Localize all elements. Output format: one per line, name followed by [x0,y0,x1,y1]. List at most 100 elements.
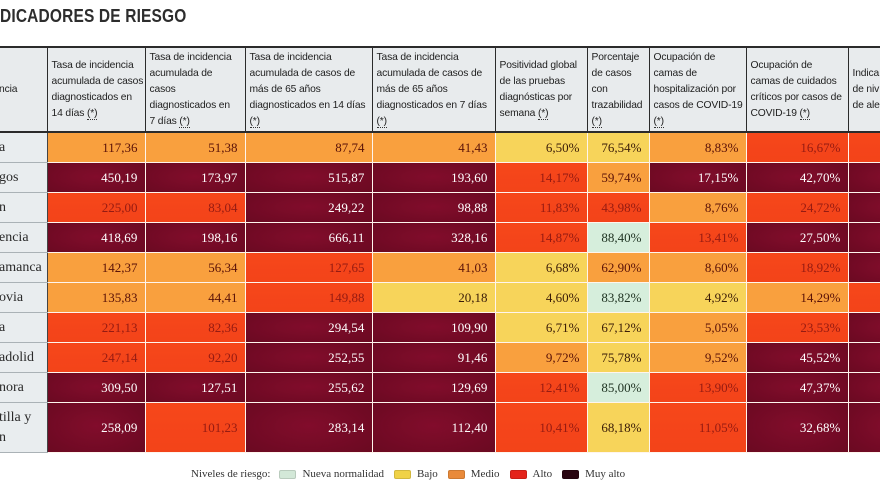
cell-trazabilidad: 83,82% [586,282,650,313]
column-header-line: camas de cuidados [751,74,845,90]
cell-incidencia-mayores-65-7-dias: 98,88 [371,192,496,223]
column-header-line: de las pruebas [500,74,584,90]
column-header-line: 7 días (*) [150,114,242,130]
column-header-line: diagnosticados en [52,90,142,106]
cell-ocupacion-hospitalizacion: 13,41% [648,222,747,253]
footnote-marker[interactable]: (*) [799,107,810,120]
cell-incidencia-7-dias: 101,23 [144,402,246,453]
cell-incidencia-mayores-65-14-dias: 294,54 [244,312,373,343]
table-row: adolid 247,14 92,20 252,55 91,46 9,72% 75,78% 9… [0,342,880,373]
cell-indicador-alerta [847,312,880,343]
cell-trazabilidad: 43,98% [586,192,650,223]
footnote-marker[interactable]: (*) [249,115,260,128]
cell-incidencia-14-dias: 418,69 [46,222,146,253]
cell-incidencia-mayores-65-7-dias: 20,18 [371,282,496,313]
column-header-line: acumulada de casos de [377,66,492,82]
table-body: a117,3651,3887,7441,436,50%76,54%8,83%16… [0,131,880,453]
cell-incidencia-mayores-65-7-dias: 193,60 [371,162,496,193]
cell-incidencia-7-dias: 173,97 [144,162,246,193]
legend-label: Alto [532,468,553,480]
column-header-text: Tasa de incidencia [376,51,459,63]
column-header-line: Tasa de incidencia [150,50,242,66]
column-header-line: (*) [376,114,492,130]
column-header-text: diagnosticados en 14 días [249,99,366,111]
column-header-line: Indica [853,66,880,82]
cell-incidencia-14-dias: 258,09 [46,402,146,453]
legend-item-medio: Medio [447,468,500,480]
province-name: tilla y n [0,402,48,453]
column-header-text: Porcentaje [591,51,640,63]
column-header-line: 14 días (*) [52,106,142,122]
footnote-marker[interactable]: (*) [591,115,602,128]
table-row: encia 418,69 198,16 666,11 328,16 14,87% 88,40… [0,222,880,253]
cell-incidencia-mayores-65-14-dias: 666,11 [244,222,373,253]
cell-positividad: 9,72% [494,342,588,373]
footnote-marker[interactable]: (*) [653,115,664,128]
table-row: n225,0083,04249,2298,8811,83%43,98%8,76%… [0,192,880,223]
column-header-text: trazabilidad [591,99,643,111]
cell-incidencia-mayores-65-7-dias: 109,90 [371,312,496,343]
cell-trazabilidad: 76,54% [586,131,650,163]
column-header-line: diagnosticados en 14 días [250,98,369,114]
column-header-text: diagnósticas por [499,91,573,103]
column-header-text: 14 días [51,107,85,119]
column-header-positividad: Positividad global de las pruebas diagnóst… [494,46,588,133]
column-header-line: trazabilidad [592,98,646,114]
footnote-marker[interactable]: (*) [86,107,98,120]
column-header-text: camas de [653,67,698,79]
cell-ocupacion-uci: 18,92% [745,252,849,283]
cell-incidencia-mayores-65-7-dias: 112,40 [371,402,496,453]
cell-trazabilidad: 59,74% [586,162,650,193]
cell-indicador-alerta [847,222,880,253]
province-name: ovia [0,282,48,313]
cell-ocupacion-uci: 16,67% [745,131,849,163]
province-name: a [0,312,48,343]
column-header-line: diagnosticados en 7 días [377,98,492,114]
cell-ocupacion-uci: 42,70% [745,162,849,193]
column-header-text: Tasa de incidencia [51,59,134,71]
table-row: gos 450,19 173,97 515,87 193,60 14,17% 59,74% 1… [0,162,880,193]
risk-legend: Niveles de riesgo: Nueva normalidad Bajo… [191,468,635,480]
footnote-marker[interactable]: (*) [376,115,387,128]
column-header-line: más de 65 años [250,82,369,98]
cell-ocupacion-hospitalizacion: 17,15% [648,162,747,193]
table-row: tilla y n258,09101,23283,14112,4010,41%6… [0,402,880,453]
table-row: a221,1382,36294,54109,906,71%67,12%5,05%… [0,312,880,343]
column-header-line: casos [150,82,242,98]
column-header-text: diagnosticados en 7 días [376,99,487,111]
cell-incidencia-14-dias: 135,83 [46,282,146,313]
cell-indicador-alerta [847,402,880,453]
legend-item-alto: Alto [509,468,553,480]
legend-label: Nueva normalidad [302,468,384,480]
province-name: a [0,132,48,163]
cell-incidencia-14-dias: 247,14 [46,342,146,373]
legend-swatch-muy-alto [562,469,580,479]
cell-ocupacion-uci: 14,29% [745,282,849,313]
cell-incidencia-mayores-65-7-dias: 129,69 [371,372,496,403]
column-header-text: hospitalización por [653,83,737,95]
cell-ocupacion-hospitalizacion: 5,05% [648,312,747,343]
cell-indicador-alerta [847,372,880,403]
column-header-line: Porcentaje [592,50,646,66]
column-header-text: acumulada de casos de [249,67,356,79]
cell-indicador-alerta [847,282,880,313]
cell-incidencia-mayores-65-7-dias: 328,16 [371,222,496,253]
province-name: amanca [0,252,48,283]
footnote-marker[interactable]: (*) [537,107,549,120]
legend-item-bajo: Bajo [394,468,438,480]
column-header-line: hospitalización por [654,82,743,98]
risk-indicators-table: ncia Tasa de incidencia acumulada de casos… [0,46,880,453]
column-header-line: diagnosticados en [150,98,242,114]
column-header-line: diagnósticas por [500,90,584,106]
cell-ocupacion-uci: 24,72% [745,192,849,223]
cell-positividad: 12,41% [494,372,588,403]
column-header-line: semana (*) [500,106,584,122]
column-header-line: con [592,82,646,98]
cell-incidencia-mayores-65-14-dias: 283,14 [244,402,373,453]
column-header-line: más de 65 años [377,82,492,98]
footnote-marker[interactable]: (*) [179,115,190,128]
legend-swatch-medio [447,469,465,479]
column-header-incidencia-7-dias: Tasa de incidencia acumulada de casos diagn… [144,46,246,133]
cell-positividad: 4,60% [494,282,588,313]
cell-incidencia-mayores-65-14-dias: 255,62 [244,372,373,403]
